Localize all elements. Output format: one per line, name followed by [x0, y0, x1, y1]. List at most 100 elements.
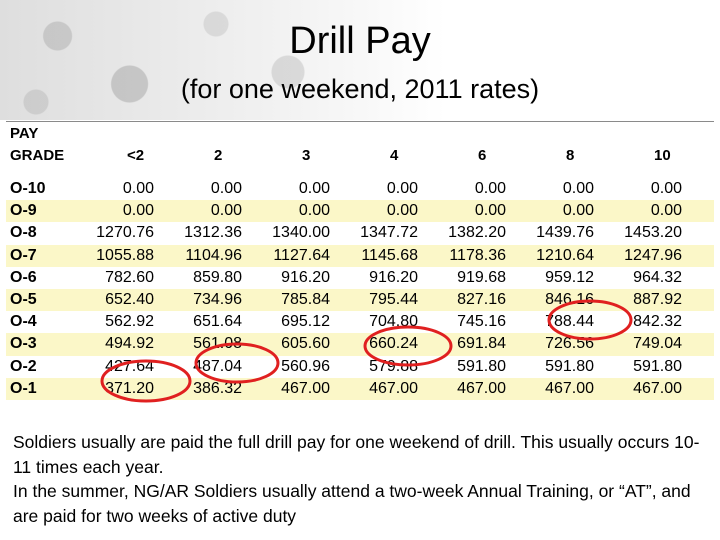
pay-value-cell: 651.64	[193, 313, 242, 331]
pay-value-cell: 560.96	[281, 357, 330, 375]
pay-value-cell: 386.32	[193, 379, 242, 397]
caption: Soldiers usually are paid the full drill…	[13, 430, 713, 528]
pay-value-cell: 652.40	[105, 291, 154, 309]
pay-value-cell: 605.60	[281, 335, 330, 353]
header-row-pay: PAY	[6, 122, 714, 144]
caption-paragraph-1: Soldiers usually are paid the full drill…	[13, 432, 700, 477]
pay-value-cell: 1178.36	[449, 246, 506, 264]
pay-value-cell: 1347.72	[360, 224, 418, 242]
pay-value-cell: 919.68	[457, 268, 506, 286]
pay-value-cell: 1210.64	[536, 246, 594, 264]
table-top-rule	[6, 121, 714, 122]
pay-value-cell: 561.08	[193, 335, 242, 353]
table-row: O-2 427.64 487.04 560.96 579.88 591.80 591.80 5…	[6, 356, 714, 378]
header-row-grade: GRADE <2 2 3 4 6 8 10	[6, 144, 714, 166]
pay-value-cell: 371.20	[105, 379, 154, 397]
pay-value-cell: 1382.20	[448, 224, 506, 242]
pay-value-cell: 0.00	[474, 180, 506, 198]
table-row: O-5 652.40 734.96 785.84 795.44 827.16 846.16 8…	[6, 288, 714, 312]
pay-value-cell: 859.80	[193, 268, 242, 286]
pay-value-cell: 0.00	[650, 202, 682, 220]
pay-value-cell: 964.32	[633, 268, 682, 286]
pay-value-cell: 785.84	[281, 291, 330, 309]
table-row: O-1 371.20 386.32 467.00 467.00 467.00 467.00 4…	[6, 377, 714, 400]
pay-value-cell: 959.12	[545, 268, 594, 286]
pay-value-cell: 0.00	[122, 180, 154, 198]
column-header: 2	[214, 146, 223, 164]
grade-cell: O-4	[10, 313, 37, 331]
pay-value-cell: 726.56	[545, 335, 594, 353]
pay-value-cell: 0.00	[210, 202, 242, 220]
pay-value-cell: 846.16	[545, 291, 594, 309]
grade-cell: O-10	[10, 180, 46, 198]
pay-value-cell: 467.00	[281, 379, 330, 397]
column-header: <2	[127, 146, 145, 164]
pay-value-cell: 0.00	[386, 202, 418, 220]
pay-value-cell: 782.60	[105, 268, 154, 286]
pay-value-cell: 0.00	[298, 180, 330, 198]
table-body: O-10 0.00 0.00 0.00 0.00 0.00 0.00 0.00 O-9 0.00 0…	[6, 178, 714, 400]
pay-value-cell: 0.00	[562, 202, 594, 220]
pay-value-cell: 695.12	[281, 313, 330, 331]
table-row: O-8 1270.76 1312.36 1340.00 1347.72 1382.20 14…	[6, 222, 714, 244]
grade-cell: O-8	[10, 224, 37, 242]
pay-value-cell: 0.00	[650, 180, 682, 198]
header-grade-label: GRADE	[10, 146, 65, 164]
grade-cell: O-1	[10, 379, 37, 397]
camouflage-background	[0, 0, 720, 120]
pay-value-cell: 916.20	[281, 268, 330, 286]
pay-value-cell: 591.80	[545, 357, 594, 375]
pay-value-cell: 1055.88	[96, 246, 154, 264]
table-row: O-10 0.00 0.00 0.00 0.00 0.00 0.00 0.00	[6, 178, 714, 200]
grade-cell: O-6	[10, 268, 37, 286]
table-row: O-3 494.92 561.08 605.60 660.24 691.84 726.56 7…	[6, 333, 714, 356]
grade-cell: O-2	[10, 357, 37, 375]
grade-cell: O-3	[10, 335, 37, 353]
pay-value-cell: 842.32	[633, 313, 682, 331]
column-header: 3	[302, 146, 311, 164]
pay-value-cell: 0.00	[122, 202, 154, 220]
pay-value-cell: 1453.20	[624, 224, 682, 242]
pay-value-cell: 704.80	[369, 313, 418, 331]
pay-value-cell: 591.80	[457, 357, 506, 375]
column-header: 4	[390, 146, 399, 164]
caption-paragraph-2: In the summer, NG/AR Soldiers usually at…	[13, 481, 691, 526]
pay-value-cell: 0.00	[562, 180, 594, 198]
column-header: 6	[478, 146, 487, 164]
pay-value-cell: 427.64	[105, 357, 154, 375]
pay-value-cell: 788.44	[545, 313, 594, 331]
pay-value-cell: 467.00	[457, 379, 506, 397]
pay-value-cell: 734.96	[193, 291, 242, 309]
pay-value-cell: 795.44	[369, 291, 418, 309]
pay-value-cell: 467.00	[369, 379, 418, 397]
slide-title: Drill Pay	[289, 20, 431, 62]
column-header: 10	[654, 146, 671, 164]
pay-value-cell: 745.16	[457, 313, 506, 331]
table-row: O-9 0.00 0.00 0.00 0.00 0.00 0.00 0.00	[6, 200, 714, 223]
pay-value-cell: 467.00	[545, 379, 594, 397]
pay-value-cell: 0.00	[298, 202, 330, 220]
pay-value-cell: 0.00	[474, 202, 506, 220]
pay-value-cell: 1247.96	[624, 246, 682, 264]
pay-value-cell: 887.92	[633, 291, 682, 309]
table-row: O-6 782.60 859.80 916.20 916.20 919.68 959.12 9…	[6, 267, 714, 289]
pay-value-cell: 579.88	[369, 357, 418, 375]
pay-value-cell: 1270.76	[96, 224, 154, 242]
grade-cell: O-7	[10, 246, 37, 264]
slide-subtitle: (for one weekend, 2011 rates)	[180, 74, 540, 104]
pay-table: PAY GRADE <2 2 3 4 6 8 10 O-10 0.00 0.00 0.…	[6, 121, 714, 400]
pay-value-cell: 691.84	[457, 335, 506, 353]
grade-cell: O-5	[10, 291, 37, 309]
column-header: 8	[566, 146, 575, 164]
pay-value-cell: 1340.00	[272, 224, 330, 242]
pay-value-cell: 591.80	[633, 357, 682, 375]
pay-value-cell: 749.04	[633, 335, 682, 353]
pay-value-cell: 916.20	[369, 268, 418, 286]
table-row: O-4 562.92 651.64 695.12 704.80 745.16 788.44 8…	[6, 311, 714, 333]
pay-value-cell: 487.04	[193, 357, 242, 375]
pay-value-cell: 660.24	[369, 335, 418, 353]
pay-value-cell: 1127.64	[273, 246, 330, 264]
pay-value-cell: 562.92	[105, 313, 154, 331]
pay-value-cell: 1439.76	[536, 224, 594, 242]
table-row: O-7 1055.88 1104.96 1127.64 1145.68 1178.36 12…	[6, 244, 714, 267]
